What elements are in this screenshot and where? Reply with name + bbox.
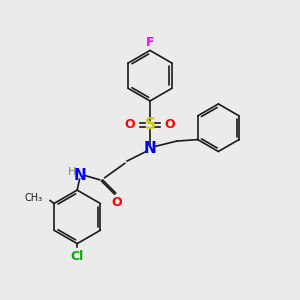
Text: F: F [146, 36, 154, 49]
Text: S: S [145, 117, 155, 132]
Text: O: O [165, 118, 175, 131]
Text: O: O [111, 196, 122, 209]
Text: N: N [73, 168, 86, 183]
Text: Cl: Cl [70, 250, 84, 262]
Text: O: O [124, 118, 135, 131]
Text: CH₃: CH₃ [24, 194, 42, 203]
Text: N: N [144, 141, 156, 156]
Text: H: H [68, 167, 76, 177]
